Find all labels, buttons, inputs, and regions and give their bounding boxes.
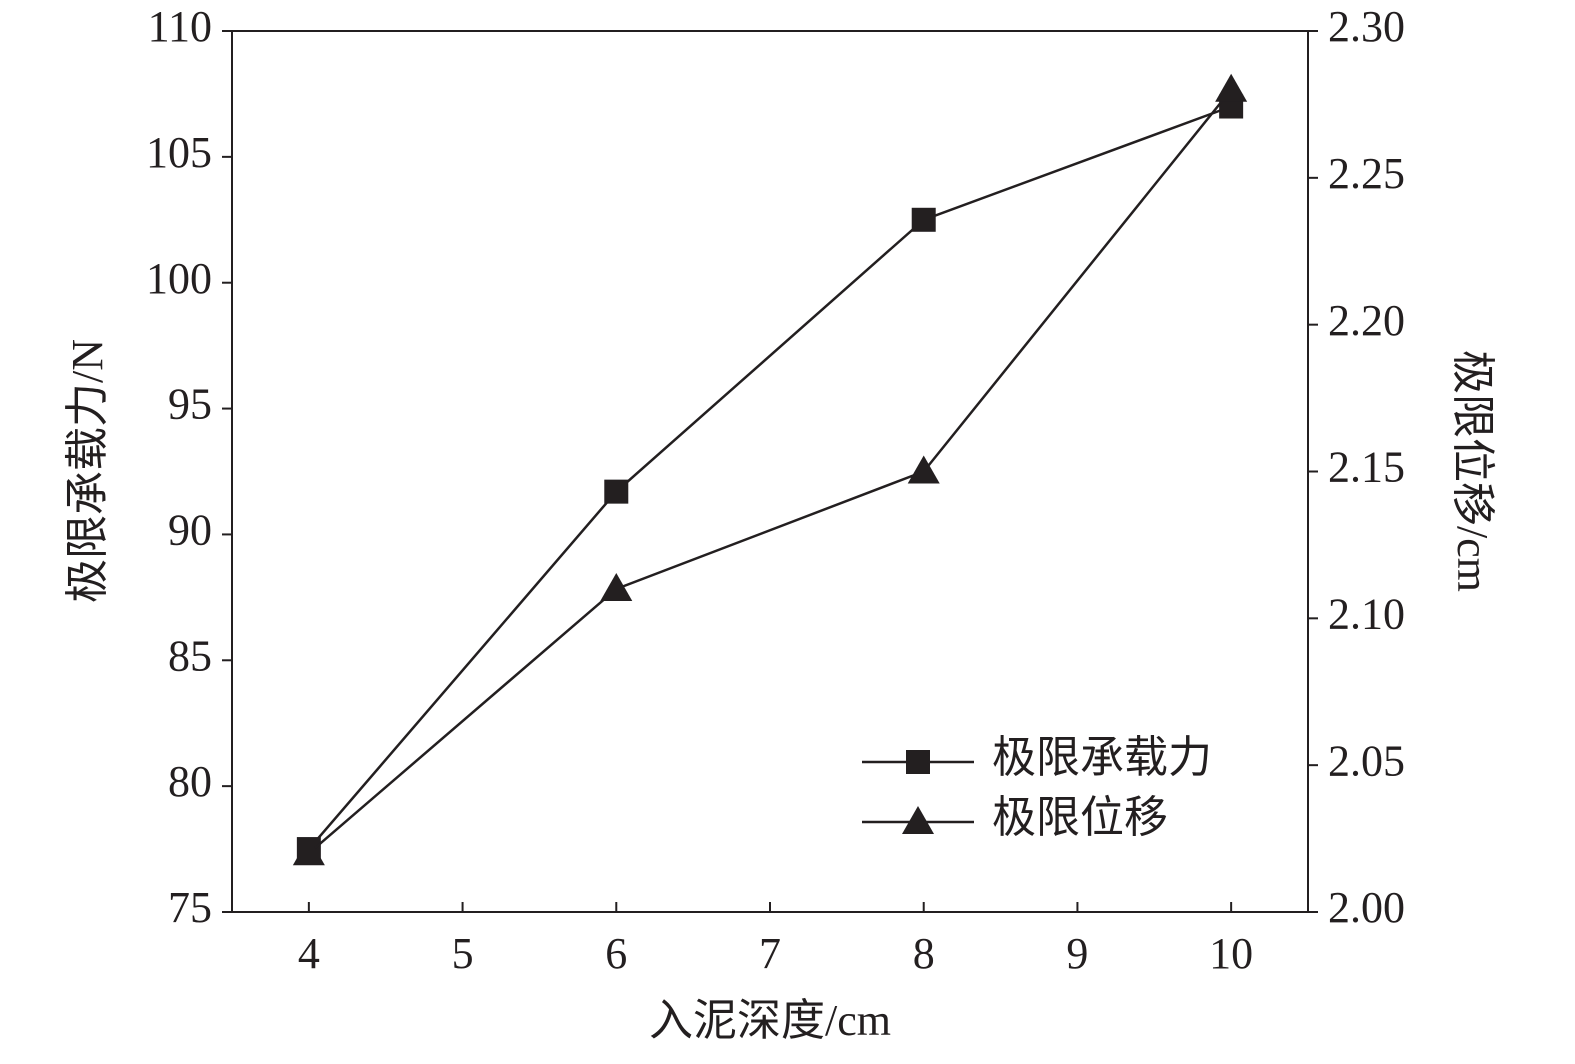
y-axis-label: 极限承载力/N — [63, 339, 112, 603]
y-tick-label: 100 — [146, 254, 212, 303]
marker — [292, 837, 325, 866]
y2-tick-label: 2.10 — [1328, 589, 1405, 638]
x-tick-label: 5 — [452, 929, 474, 978]
y2-axis-label: 极限位移/cm — [1448, 350, 1497, 592]
x-tick-label: 7 — [759, 929, 781, 978]
series-line — [307, 105, 1232, 850]
x-tick-label: 9 — [1066, 929, 1088, 978]
y2-tick-label: 2.00 — [1328, 883, 1405, 932]
x-tick-label: 10 — [1209, 929, 1253, 978]
legend-marker — [902, 806, 934, 834]
y-tick-label: 75 — [168, 883, 212, 932]
x-tick-label: 8 — [913, 929, 935, 978]
y-tick-label: 80 — [168, 757, 212, 806]
legend-label: 极限位移 — [992, 793, 1168, 842]
x-tick-label: 4 — [298, 929, 320, 978]
marker — [911, 207, 936, 232]
y-tick-label: 95 — [168, 380, 212, 429]
marker — [600, 572, 633, 601]
y-tick-label: 90 — [168, 506, 212, 555]
y2-tick-label: 2.30 — [1328, 2, 1405, 51]
x-axis-label: 入泥深度/cm — [649, 996, 891, 1045]
marker — [1215, 73, 1248, 102]
legend-label: 极限承载力 — [992, 733, 1212, 782]
x-tick-label: 6 — [605, 929, 627, 978]
y-tick-label: 85 — [168, 631, 212, 680]
y-tick-label: 105 — [146, 128, 212, 177]
marker — [907, 455, 940, 484]
marker — [604, 479, 629, 504]
y2-tick-label: 2.20 — [1328, 296, 1405, 345]
y2-tick-label: 2.15 — [1328, 443, 1405, 492]
y2-tick-label: 2.25 — [1328, 149, 1405, 198]
legend-marker — [906, 750, 930, 774]
y-tick-label: 110 — [148, 2, 212, 51]
y2-tick-label: 2.05 — [1328, 736, 1405, 785]
series-line — [308, 88, 1233, 855]
